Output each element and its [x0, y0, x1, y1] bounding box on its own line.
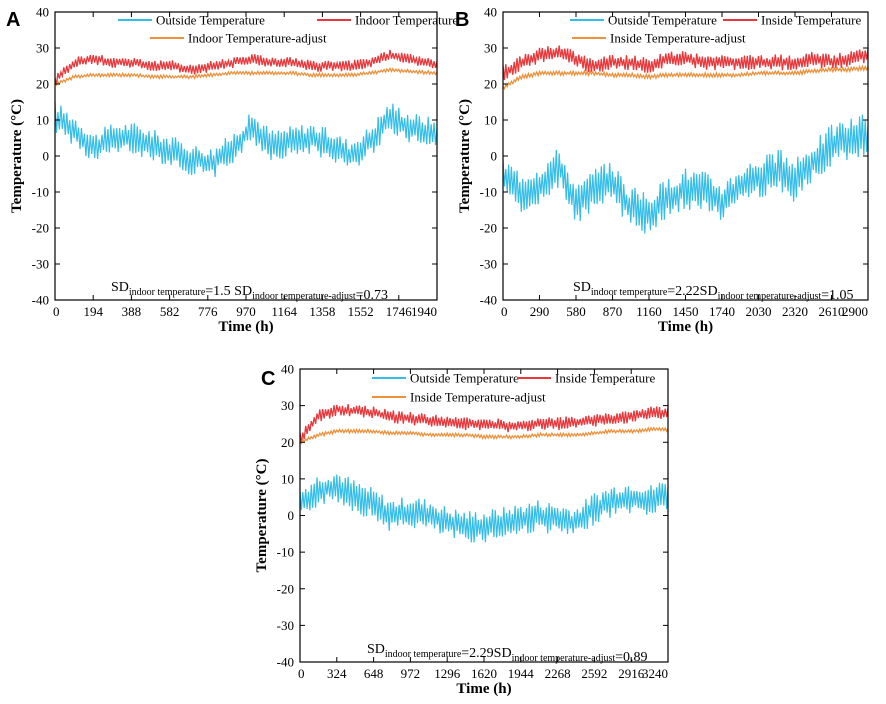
- y-tick-label: 30: [281, 398, 294, 413]
- x-tick-label: 194: [83, 304, 103, 319]
- y-tick-label: 30: [484, 41, 497, 56]
- x-tick-label: 648: [364, 666, 384, 681]
- y-tick-label: -30: [277, 618, 294, 633]
- x-tick-label: 1940: [411, 304, 437, 319]
- legend-label-adjust: Indoor Temperature-adjust: [188, 31, 327, 46]
- x-tick-label: 776: [198, 304, 218, 319]
- x-tick-label: 2268: [545, 666, 571, 681]
- series-line-outside: [54, 101, 438, 178]
- series-line-inside: [299, 404, 669, 444]
- y-tick-label: 20: [281, 435, 294, 450]
- y-tick-label: 20: [36, 77, 49, 92]
- series-line-inside: [54, 49, 438, 85]
- panel-a: A -40 -30 -20 -10 0 10 20 30 40 0 194 388 582 776 970 11…: [6, 5, 458, 336]
- y-axis-title: Temperature (°C): [9, 99, 25, 213]
- x-tick-label: 3240: [642, 666, 668, 681]
- y-tick-label: -10: [277, 545, 294, 560]
- x-tick-label: 0: [298, 666, 305, 681]
- y-tick-label: 40: [36, 5, 49, 20]
- x-tick-label: 2030: [746, 304, 772, 319]
- panel-letter: A: [6, 9, 20, 31]
- x-tick-label: 972: [401, 666, 421, 681]
- x-tick-label: 1160: [636, 304, 662, 319]
- y-tick-label: -20: [480, 221, 497, 236]
- panel-letter: C: [261, 368, 275, 390]
- legend-label-adjust: Inside Temperature-adjust: [610, 31, 746, 46]
- y-tick-label: 0: [288, 508, 295, 523]
- x-tick-label: 1746: [386, 304, 413, 319]
- x-tick-label: 970: [236, 304, 256, 319]
- plot-frame: [54, 11, 438, 301]
- series-line-adjust: [54, 66, 438, 87]
- y-tick-label: 10: [281, 471, 294, 486]
- legend-label-inside: Indoor Temperature: [355, 13, 458, 28]
- panel-c: C -40 -30 -20 -10 0 10 20 30 40 0 324 648 972 1296 1620…: [254, 362, 669, 697]
- x-tick-label: 580: [566, 304, 586, 319]
- x-tick-label: 2592: [581, 666, 607, 681]
- y-tick-label: 40: [281, 362, 294, 377]
- panel-letter: B: [455, 9, 469, 31]
- x-axis-title: Time (h): [658, 319, 713, 335]
- x-tick-label: 1552: [348, 304, 374, 319]
- x-tick-label: 324: [327, 666, 347, 681]
- x-tick-label: 1296: [434, 666, 461, 681]
- y-tick-label: -10: [480, 185, 497, 200]
- y-tick-label: 10: [36, 113, 49, 128]
- x-tick-label: 870: [603, 304, 623, 319]
- series-line-adjust: [299, 426, 669, 445]
- x-tick-label: 0: [501, 304, 508, 319]
- y-tick-label: -20: [32, 221, 49, 236]
- legend-label-adjust: Inside Temperature-adjust: [410, 390, 546, 405]
- y-tick-label: 10: [484, 113, 497, 128]
- y-tick-label: -40: [32, 293, 49, 308]
- x-tick-label: 1620: [471, 666, 497, 681]
- series-line-outside: [299, 474, 669, 543]
- x-tick-label: 0: [53, 304, 60, 319]
- x-tick-label: 388: [122, 304, 142, 319]
- y-tick-label: -40: [277, 655, 294, 670]
- x-tick-label: 1740: [709, 304, 735, 319]
- legend-label-inside: Inside Temperature: [761, 13, 862, 28]
- y-tick-label: 0: [491, 149, 498, 164]
- legend-label-outside: Outside Temperature: [410, 371, 519, 386]
- series-line-inside: [502, 45, 869, 80]
- y-tick-label: 30: [36, 41, 49, 56]
- x-tick-label: 2916: [618, 666, 645, 681]
- x-axis-title: Time (h): [456, 681, 511, 697]
- x-tick-label: 290: [530, 304, 550, 319]
- y-tick-label: -10: [32, 185, 49, 200]
- x-tick-label: 582: [160, 304, 180, 319]
- y-axis-title: Temperature (°C): [457, 99, 473, 213]
- sd-annotation: SDindoor temperature=2.22SDindoor temper…: [573, 280, 854, 303]
- sd-annotation: SDindoor temperature=1.5 SDindoor temper…: [111, 280, 388, 303]
- y-tick-label: 40: [484, 5, 497, 20]
- y-tick-label: -40: [480, 293, 497, 308]
- legend-label-outside: Outside Temperature: [156, 13, 265, 28]
- x-tick-label: 2900: [842, 304, 868, 319]
- sd-annotation: SDindoor temperature=2.29SDindoor temper…: [367, 642, 648, 665]
- legend-label-outside: Outside Temperature: [608, 13, 717, 28]
- y-tick-label: 20: [484, 77, 497, 92]
- series-line-outside: [502, 114, 869, 234]
- y-tick-label: -20: [277, 581, 294, 596]
- x-tick-label: 1164: [271, 304, 297, 319]
- x-tick-label: 1450: [673, 304, 699, 319]
- x-tick-label: 1358: [309, 304, 335, 319]
- y-tick-label: -30: [32, 257, 49, 272]
- x-tick-label: 2610: [819, 304, 845, 319]
- x-tick-label: 2320: [782, 304, 808, 319]
- legend-label-inside: Inside Temperature: [555, 371, 656, 386]
- series-line-adjust: [502, 64, 869, 91]
- y-tick-label: -30: [480, 257, 497, 272]
- x-tick-label: 1944: [508, 666, 535, 681]
- y-tick-label: 0: [43, 149, 50, 164]
- x-axis-title: Time (h): [218, 319, 273, 335]
- y-axis-title: Temperature (°C): [254, 459, 270, 573]
